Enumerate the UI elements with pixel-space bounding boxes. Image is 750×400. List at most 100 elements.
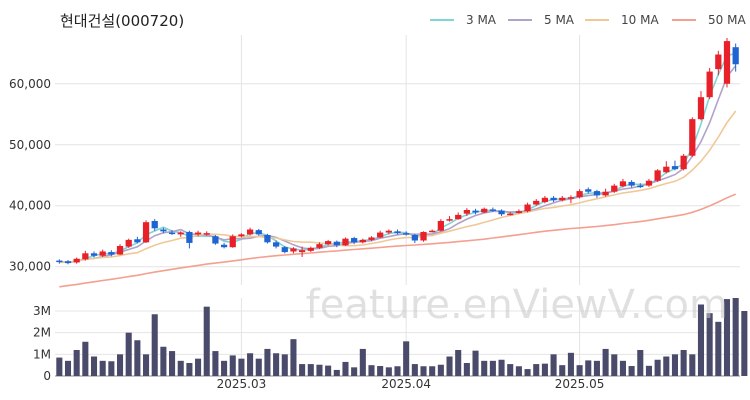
candle-body: [628, 181, 635, 186]
volume-bar: [593, 360, 600, 376]
candle-body: [108, 252, 115, 255]
candle-body: [420, 231, 427, 241]
price-panel-bg: [55, 35, 740, 285]
legend-label: 3 MA: [466, 13, 497, 27]
candle-body: [455, 214, 462, 220]
legend-label: 5 MA: [544, 13, 575, 27]
volume-bar: [697, 304, 705, 376]
candle-body: [56, 260, 63, 263]
candle-body: [90, 253, 98, 256]
candle-body: [160, 229, 167, 232]
candle-body: [619, 181, 627, 187]
volume-bar: [602, 348, 609, 376]
candle-body: [177, 232, 184, 235]
candle-body: [437, 220, 444, 231]
candle-body: [472, 210, 479, 213]
volume-bar: [229, 355, 236, 376]
ma-line-10: [59, 110, 737, 264]
volume-bar: [732, 298, 739, 376]
volume-bar: [619, 360, 626, 376]
legend-label: 50 MA: [708, 13, 746, 27]
volume-bar: [671, 354, 679, 376]
volume-tick-label: 1M: [33, 347, 51, 361]
candle-body: [64, 261, 72, 264]
volume-bar: [463, 363, 470, 376]
volume-bar: [368, 365, 375, 376]
volume-bar: [116, 354, 124, 376]
volume-bar: [481, 360, 488, 376]
volume-bar: [741, 311, 748, 376]
volume-tick-label: 3M: [33, 304, 51, 318]
price-tick-label: 30,000: [9, 260, 51, 274]
volume-bar: [169, 351, 176, 376]
volume-bar: [559, 365, 566, 376]
x-axis: 2025.03 2025.04 2025.05: [217, 377, 605, 391]
volume-bar: [394, 366, 401, 376]
volume-bar: [290, 339, 297, 376]
volume-bar: [680, 350, 687, 376]
price-tick-label: 50,000: [9, 138, 51, 152]
candle-body: [576, 191, 583, 198]
candle-body: [715, 54, 722, 70]
volume-bar: [567, 352, 574, 376]
volume-bar: [56, 357, 63, 376]
candle-body: [99, 251, 106, 256]
candle-body: [403, 233, 410, 235]
volume-bar: [437, 364, 444, 376]
candle-body: [602, 191, 609, 196]
candle-body: [481, 208, 488, 213]
candle-body: [151, 220, 158, 229]
legend-label: 10 MA: [621, 13, 659, 27]
candle-body: [385, 230, 392, 233]
candle-body: [697, 97, 705, 120]
candle-body: [168, 232, 176, 235]
candle-body: [507, 213, 514, 216]
candle-body: [316, 244, 323, 248]
volume-bar: [177, 360, 184, 376]
candle-body: [593, 191, 601, 196]
volume-bar: [325, 365, 332, 376]
candle-body: [723, 41, 731, 84]
candle-body: [307, 247, 314, 251]
candle-body: [706, 71, 713, 98]
volume-bar: [723, 299, 731, 376]
ma-line-50: [59, 193, 737, 288]
x-tick-label: 2025.05: [555, 377, 605, 391]
volume-bar: [472, 350, 479, 376]
candle-body: [429, 230, 436, 233]
volume-bar: [73, 350, 80, 376]
volume-bar: [143, 354, 150, 376]
candle-body: [186, 231, 193, 243]
volume-bar: [247, 353, 254, 376]
candle-body: [489, 209, 497, 211]
candle-body: [394, 231, 401, 234]
candle-body: [359, 239, 366, 243]
volume-bar: [524, 369, 531, 376]
volume-bar: [420, 366, 427, 376]
price-axis: 30,000 40,000 50,000 60,000: [9, 77, 51, 274]
volume-bar: [715, 321, 722, 376]
volume-bar: [342, 361, 349, 376]
volume-bar: [498, 359, 505, 376]
volume-bar: [585, 360, 592, 376]
candle-body: [377, 232, 384, 238]
volume-bar: [446, 356, 453, 376]
volume-bar: [333, 369, 340, 376]
candle-body: [212, 236, 219, 244]
volume-bar: [533, 364, 540, 376]
volume-bar: [64, 360, 72, 376]
candle-body: [732, 47, 739, 65]
legend: 3 MA 5 MA 10 MA 50 MA: [430, 13, 746, 27]
volume-tick-label: 2M: [33, 326, 51, 340]
candle-body: [290, 248, 297, 252]
volume-bar: [489, 360, 496, 376]
volume-bar: [689, 354, 696, 376]
candle-body: [264, 235, 271, 243]
price-tick-label: 60,000: [9, 77, 51, 91]
volume-bar: [125, 332, 132, 376]
candle-body: [238, 234, 245, 237]
candle-body: [533, 200, 540, 205]
candle-body: [671, 166, 679, 170]
candle-body: [680, 155, 687, 170]
volume-bar: [203, 306, 210, 376]
